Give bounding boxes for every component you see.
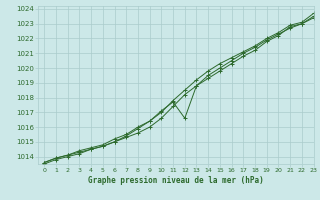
X-axis label: Graphe pression niveau de la mer (hPa): Graphe pression niveau de la mer (hPa) — [88, 176, 264, 185]
